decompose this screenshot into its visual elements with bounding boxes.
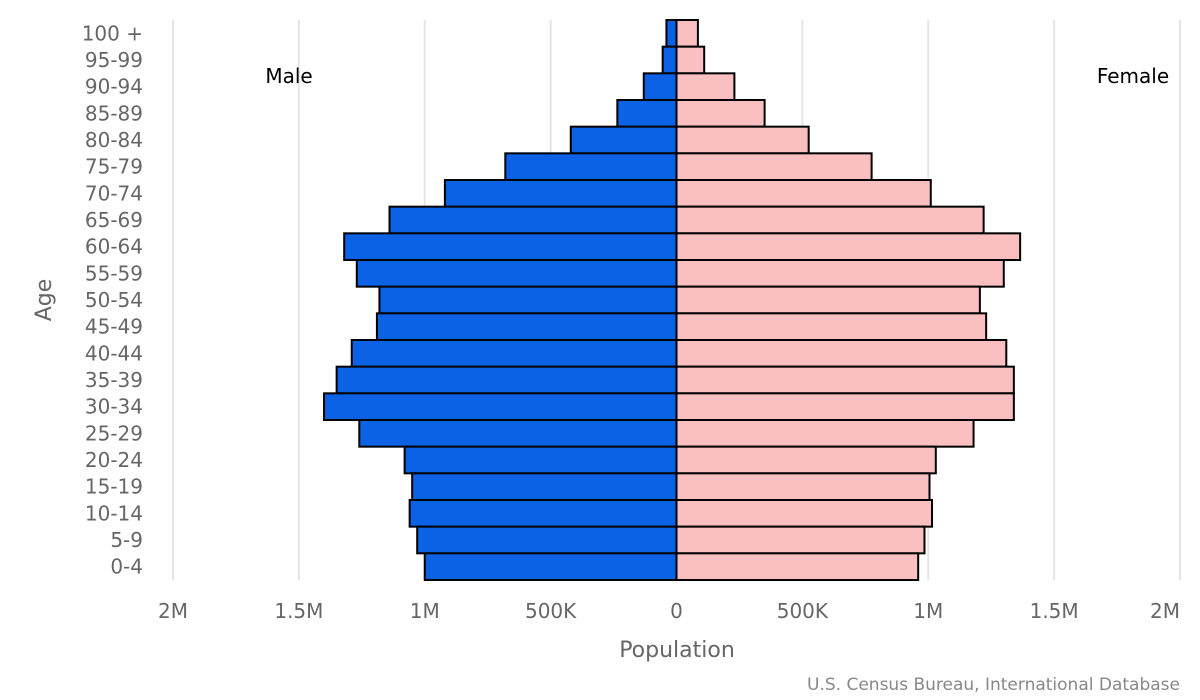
y-tick-label: 55-59 xyxy=(85,261,143,285)
male-bar-75-79 xyxy=(504,152,678,181)
male-bar-10-14 xyxy=(408,499,678,528)
x-axis-title: Population xyxy=(619,638,735,663)
y-tick-label: 50-54 xyxy=(85,288,143,312)
source-credit: U.S. Census Bureau, International Databa… xyxy=(807,675,1180,695)
male-bar-45-49 xyxy=(375,312,678,342)
y-tick-label: 25-29 xyxy=(85,421,143,445)
y-tick-label: 85-89 xyxy=(85,101,143,125)
female-series xyxy=(675,19,1022,581)
male-bar-0-4 xyxy=(423,552,678,581)
y-tick-label: 75-79 xyxy=(85,155,143,179)
y-tick-label: 95-99 xyxy=(85,48,143,72)
male-bar-20-24 xyxy=(403,445,678,475)
female-bar-70-74 xyxy=(675,179,932,208)
female-bar-40-44 xyxy=(675,339,1008,368)
male-bar-80-84 xyxy=(569,125,678,155)
x-tick-label: 1.5M xyxy=(1030,599,1079,623)
y-tick-label: 60-64 xyxy=(85,235,143,259)
male-bar-35-39 xyxy=(335,365,678,395)
female-bar-100 xyxy=(675,19,699,48)
male-bar-60-64 xyxy=(343,232,678,261)
male-side-label: Male xyxy=(265,64,312,88)
female-bar-45-49 xyxy=(675,312,988,342)
female-bar-60-64 xyxy=(675,232,1022,261)
x-tick-label: 1M xyxy=(410,599,440,623)
y-tick-label: 45-49 xyxy=(85,315,143,339)
x-tick-label: 1M xyxy=(913,599,943,623)
y-tick-label: 80-84 xyxy=(85,128,143,152)
x-tick-label: 500K xyxy=(525,599,577,623)
y-tick-label: 100 + xyxy=(82,21,143,45)
x-tick-label: 500K xyxy=(777,599,829,623)
male-series xyxy=(323,19,678,581)
y-tick-label: 10-14 xyxy=(85,501,143,525)
female-bar-10-14 xyxy=(675,499,934,528)
male-bar-95-99 xyxy=(661,45,678,75)
female-bar-15-19 xyxy=(675,472,931,502)
y-tick-label: 40-44 xyxy=(85,341,143,365)
female-bar-95-99 xyxy=(675,45,706,75)
female-bar-30-34 xyxy=(675,392,1015,422)
x-tick-label: 2M xyxy=(1150,599,1180,623)
female-bar-0-4 xyxy=(675,552,920,581)
x-tick-label: 1.5M xyxy=(274,599,323,623)
y-tick-label: 5-9 xyxy=(110,528,143,552)
male-bar-85-89 xyxy=(616,99,678,128)
male-bar-50-54 xyxy=(378,285,678,315)
y-tick-label: 70-74 xyxy=(85,181,143,205)
female-bar-20-24 xyxy=(675,445,937,475)
male-bar-30-34 xyxy=(323,392,678,422)
male-bar-55-59 xyxy=(355,259,678,288)
female-bar-35-39 xyxy=(675,365,1015,395)
y-axis-title: Age xyxy=(32,279,57,322)
female-bar-55-59 xyxy=(675,259,1005,288)
female-bar-50-54 xyxy=(675,285,981,315)
y-tick-label: 35-39 xyxy=(85,368,143,392)
female-bar-90-94 xyxy=(675,72,736,102)
y-tick-label: 30-34 xyxy=(85,395,143,419)
female-bar-65-69 xyxy=(675,205,985,235)
male-bar-40-44 xyxy=(350,339,678,368)
female-bar-80-84 xyxy=(675,125,810,155)
female-bar-85-89 xyxy=(675,99,766,128)
male-bar-5-9 xyxy=(416,525,678,555)
x-axis-tick-labels: 2M 1.5M 1M 500K 0 500K 1M 1.5M 2M xyxy=(158,599,1180,623)
y-tick-label: 90-94 xyxy=(85,75,143,99)
male-bar-65-69 xyxy=(388,205,678,235)
male-bar-25-29 xyxy=(358,419,678,448)
y-tick-label: 15-19 xyxy=(85,475,143,499)
female-bar-5-9 xyxy=(675,525,926,555)
male-bar-100 xyxy=(665,19,678,48)
y-tick-label: 65-69 xyxy=(85,208,143,232)
male-bar-15-19 xyxy=(411,472,678,502)
male-bar-90-94 xyxy=(642,72,678,102)
y-tick-label: 20-24 xyxy=(85,448,143,472)
x-tick-label: 2M xyxy=(158,599,188,623)
female-bar-25-29 xyxy=(675,419,975,448)
male-bar-70-74 xyxy=(443,179,678,208)
female-bar-75-79 xyxy=(675,152,873,181)
female-side-label: Female xyxy=(1097,64,1169,88)
x-tick-label: 0 xyxy=(670,599,683,623)
y-tick-label: 0-4 xyxy=(110,555,143,579)
